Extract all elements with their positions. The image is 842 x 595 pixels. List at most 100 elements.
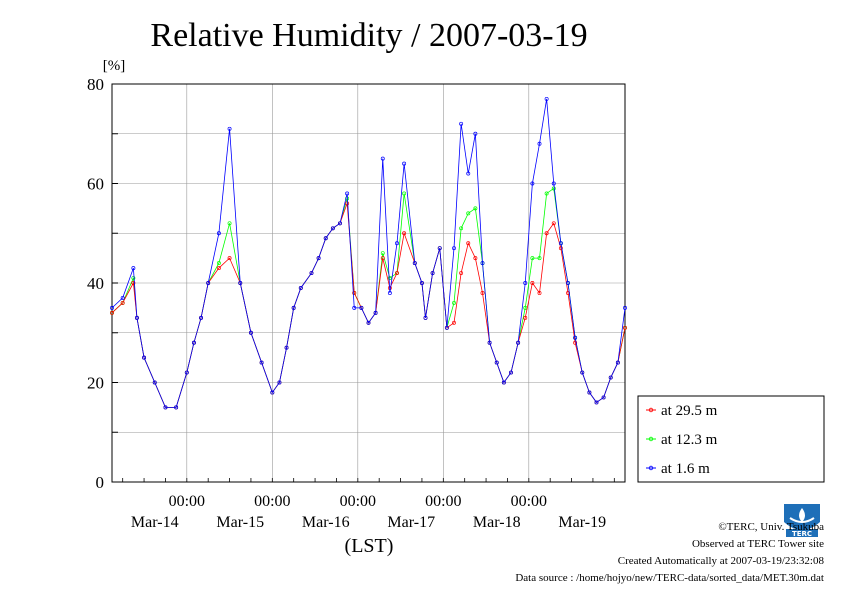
data-point: [277, 380, 282, 385]
y-tick-label: 60: [87, 175, 104, 194]
data-point: [120, 300, 125, 305]
legend: at 29.5 m at 12.3 m at 1.6 m: [637, 395, 825, 483]
y-tick-label: 20: [87, 374, 104, 393]
data-point: [387, 291, 392, 295]
footer-created: Created Automatically at 2007-03-19/23:3…: [617, 555, 824, 567]
data-point: [199, 315, 204, 320]
data-point: [402, 191, 407, 196]
data-point: [270, 390, 275, 395]
x-day-label: Mar-14: [131, 514, 179, 531]
data-point: [544, 96, 549, 101]
data-point: [359, 305, 364, 310]
data-point: [412, 261, 417, 266]
data-point: [323, 236, 328, 241]
data-point: [184, 370, 189, 375]
data-point: [551, 181, 556, 186]
footer-source: Data source : /home/hojyo/new/TERC-data/…: [515, 572, 824, 584]
data-point: [298, 286, 303, 290]
data-point: [509, 370, 513, 375]
chart-title: Relative Humidity / 2007-03-19: [150, 17, 587, 54]
data-point: [206, 281, 211, 285]
data-point: [459, 121, 464, 126]
data-point: [437, 246, 442, 251]
data-point: [459, 271, 464, 275]
data-point: [608, 375, 613, 380]
data-point: [142, 355, 147, 360]
data-point: [587, 390, 592, 395]
data-point: [338, 221, 342, 226]
data-point: [152, 380, 157, 385]
data-point: [402, 231, 407, 236]
data-point: [316, 256, 321, 261]
data-point: [615, 360, 620, 365]
x-tick-label: 00:00: [425, 493, 461, 510]
terc-logo: TERC: [782, 502, 822, 538]
data-point: [551, 221, 556, 226]
data-point: [216, 266, 221, 271]
data-point: [291, 305, 296, 310]
data-point: [120, 295, 125, 300]
data-point: [601, 395, 606, 400]
data-point: [466, 171, 471, 176]
axes: 0 20 40 60 80 00:00 00:00 00:00 00:00 00:00 Mar-14…: [87, 75, 615, 531]
data-point: [473, 131, 478, 136]
data-point: [259, 360, 264, 365]
data-point: [544, 231, 549, 236]
data-point: [523, 305, 528, 310]
data-point: [191, 340, 196, 345]
data-point: [452, 320, 456, 325]
data-point: [227, 126, 232, 131]
data-point: [573, 340, 578, 345]
data-point: [352, 305, 357, 310]
data-point: [623, 325, 627, 330]
grid: [112, 84, 625, 482]
data-point: [227, 221, 232, 226]
legend-marker: [648, 465, 654, 471]
data-point: [163, 405, 168, 410]
data-point: [558, 246, 563, 251]
legend-marker: [648, 407, 654, 413]
legend-box: [637, 395, 825, 483]
data-point: [580, 370, 585, 375]
data-point: [537, 256, 542, 261]
data-point: [352, 291, 357, 295]
data-point: [131, 281, 136, 285]
data-point: [537, 291, 542, 295]
data-point: [110, 305, 114, 310]
data-point: [466, 211, 471, 216]
legend-marker: [648, 436, 654, 442]
y-axis-label: [%]: [103, 58, 126, 74]
data-point: [402, 161, 407, 166]
data-point: [366, 320, 371, 325]
data-point: [238, 281, 243, 285]
legend-label: at 12.3 m: [661, 432, 718, 448]
data-point: [174, 405, 179, 410]
data-point: [131, 266, 136, 271]
data-point: [530, 281, 535, 285]
data-point: [380, 156, 385, 161]
y-tick-label: 0: [96, 473, 105, 492]
data-point: [452, 246, 456, 251]
data-point: [345, 201, 350, 206]
series-layer: [110, 96, 627, 410]
data-point: [248, 330, 253, 335]
data-point: [227, 256, 232, 261]
data-point: [473, 206, 478, 211]
x-axis-label: (LST): [345, 535, 394, 557]
data-point: [131, 276, 136, 280]
footer-site: Observed at TERC Tower site: [691, 538, 824, 550]
data-point: [530, 256, 535, 261]
data-point: [494, 360, 499, 365]
data-point: [430, 271, 435, 275]
data-point: [345, 191, 350, 196]
data-point: [537, 141, 542, 146]
data-point: [419, 281, 424, 285]
data-point: [387, 276, 392, 280]
legend-label: at 1.6 m: [661, 461, 710, 477]
data-point: [594, 400, 599, 405]
data-point: [459, 226, 464, 231]
y-tick-label: 40: [87, 274, 104, 293]
legend-label: at 29.5 m: [661, 403, 718, 419]
x-tick-label: 00:00: [511, 493, 547, 510]
